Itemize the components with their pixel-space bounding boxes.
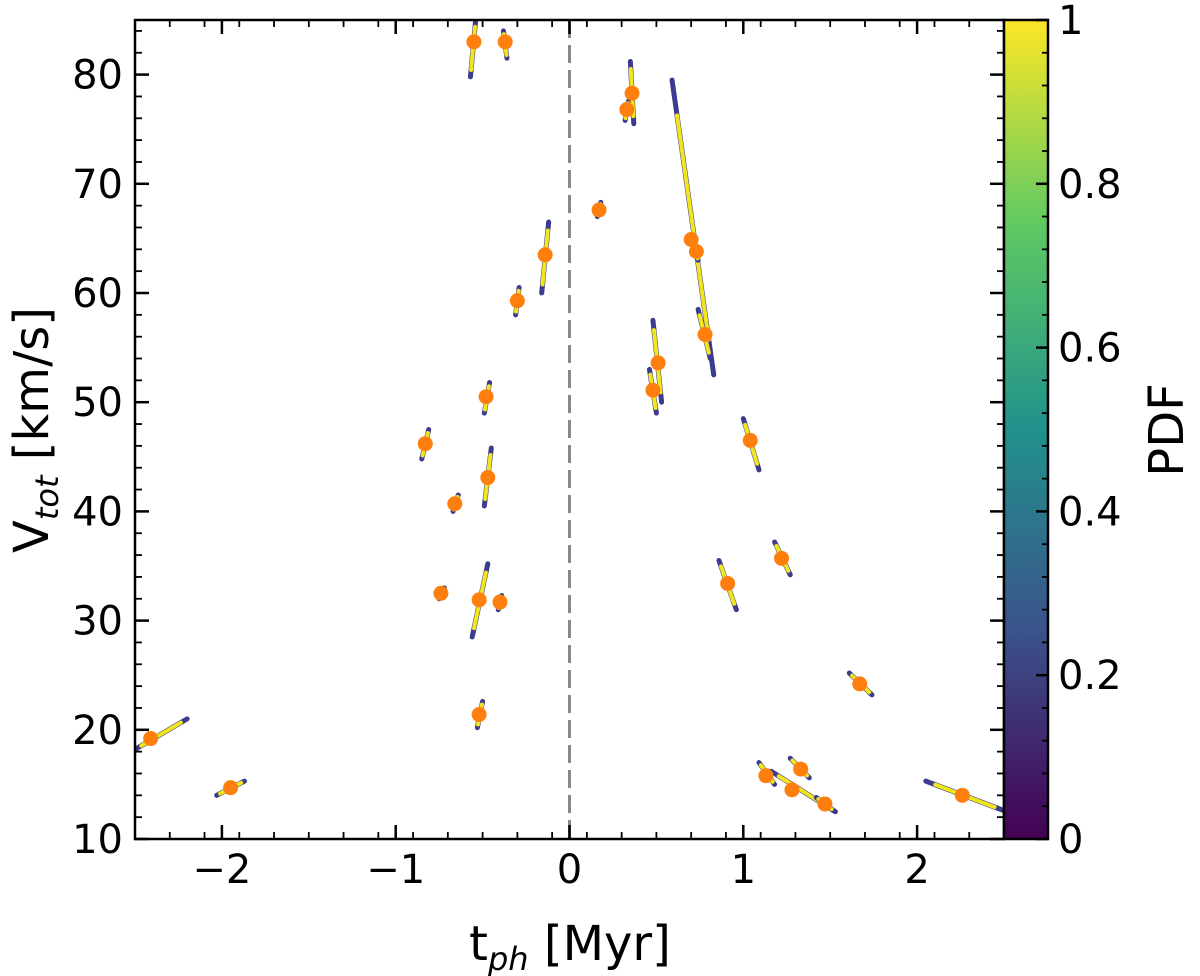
data-point-17	[683, 231, 699, 247]
data-point-29	[817, 796, 833, 812]
data-point-14	[591, 202, 607, 218]
data-point-2	[537, 247, 553, 263]
y-tick-label: 10	[72, 817, 123, 863]
data-point-6	[480, 470, 496, 486]
y-axis-label: Vtot [km/s]	[4, 307, 66, 553]
data-point-8	[433, 585, 449, 601]
star-markers	[143, 34, 970, 812]
y-tick-label: 80	[72, 53, 123, 99]
y-axis-ticks: 10 20 30 40 50 60 70 80	[72, 30, 1004, 863]
colorbar-tick-label: 0	[1058, 817, 1083, 863]
data-point-18	[688, 244, 704, 260]
x-axis-ticks: −2 −1 0 1 2	[134, 20, 1005, 893]
data-point-11	[471, 707, 487, 723]
colorbar-tick-label: 0.4	[1058, 489, 1122, 535]
x-tick-label: 0	[557, 847, 582, 893]
data-point-5	[417, 436, 433, 452]
data-point-25	[852, 676, 868, 692]
y-tick-label: 50	[72, 380, 123, 426]
colorbar-label: PDF	[1139, 383, 1195, 477]
colorbar-tick-label: 0.6	[1058, 326, 1122, 372]
data-point-10	[492, 594, 508, 610]
colorbar-tick-label: 1	[1058, 0, 1083, 44]
data-point-26	[758, 768, 774, 784]
data-point-1	[497, 34, 513, 50]
data-point-9	[471, 592, 487, 608]
pdf-track-17	[675, 113, 711, 342]
x-axis-label: tph [Myr]	[469, 916, 671, 976]
data-point-22	[742, 432, 758, 448]
y-tick-label: 40	[72, 489, 123, 535]
data-point-16	[624, 85, 640, 101]
data-point-23	[774, 550, 790, 566]
data-point-12	[143, 731, 159, 747]
x-tick-label: −1	[366, 847, 425, 893]
data-point-27	[784, 782, 800, 798]
colorbar-tick-label: 0.8	[1058, 162, 1122, 208]
data-point-4	[478, 389, 494, 405]
data-point-7	[447, 496, 463, 512]
data-point-3	[509, 293, 525, 309]
data-point-21	[645, 382, 661, 398]
data-point-20	[650, 355, 666, 371]
y-tick-label: 20	[72, 708, 123, 754]
data-point-15	[619, 102, 635, 118]
data-point-28	[793, 761, 809, 777]
data-point-24	[720, 575, 736, 591]
y-tick-label: 60	[72, 271, 123, 317]
colorbar-ticks: 0 0.2 0.4 0.6 0.8 1	[1036, 0, 1122, 863]
pdf-tracks	[135, 20, 1004, 815]
y-tick-label: 70	[72, 162, 123, 208]
data-point-0	[466, 34, 482, 50]
x-tick-label: −2	[192, 847, 251, 893]
x-tick-label: 2	[904, 847, 929, 893]
data-point-13	[223, 780, 239, 796]
colorbar	[1002, 18, 1050, 841]
x-tick-label: 1	[731, 847, 756, 893]
colorbar-tick-label: 0.2	[1058, 653, 1122, 699]
y-tick-label: 30	[72, 599, 123, 645]
data-point-30	[954, 787, 970, 803]
data-point-19	[697, 326, 713, 342]
